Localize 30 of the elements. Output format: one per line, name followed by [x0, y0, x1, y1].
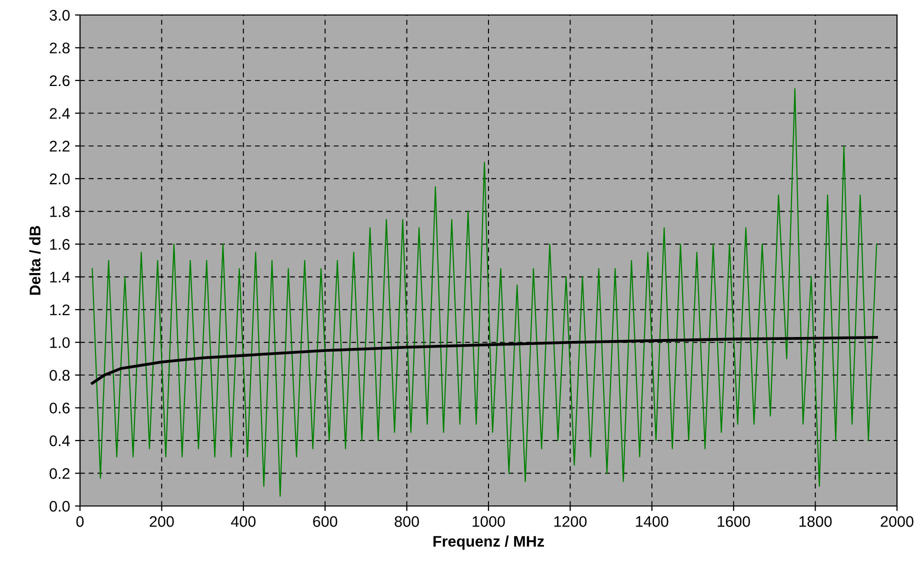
y-tick-label: 1.2 [50, 304, 70, 316]
y-tick-label: 2.2 [50, 140, 70, 152]
y-tick-label: 0.4 [50, 435, 70, 446]
x-tick-label: 600 [313, 516, 338, 527]
y-tick-label: 1.4 [50, 272, 70, 282]
y-tick-label: 2.8 [50, 42, 70, 54]
y-tick-label: 0.6 [50, 402, 70, 414]
y-tick-label: 0.0 [50, 500, 70, 512]
x-tick-label: 1200 [554, 516, 587, 527]
x-tick-label: 1400 [636, 516, 668, 527]
x-tick-label: 1800 [799, 516, 832, 527]
x-tick-label: 400 [231, 516, 256, 527]
y-tick-label: 2.4 [50, 108, 70, 119]
x-tick-label: 1000 [472, 516, 505, 527]
y-tick-label: 1.8 [50, 206, 70, 218]
x-tick-label: 1600 [718, 516, 750, 527]
x-tick-label: 800 [394, 516, 419, 527]
y-tick-label: 0.2 [50, 468, 70, 479]
y-tick-label: 2.0 [50, 174, 70, 184]
line-series [92, 88, 878, 497]
y-tick-label: 3.0 [50, 10, 70, 21]
y-tick-label: 0.8 [50, 370, 70, 381]
x-tick-label: 2000 [880, 516, 914, 527]
x-tick-label: 0 [76, 516, 84, 527]
y-axis-title: Delta / dB [29, 226, 41, 295]
y-tick-label: 1.6 [50, 239, 70, 250]
x-tick-label: 200 [150, 516, 174, 527]
y-tick-label: 1.0 [50, 337, 70, 348]
y-tick-label: 2.6 [50, 75, 70, 86]
x-axis-title: Frequenz / MHz [434, 536, 544, 550]
